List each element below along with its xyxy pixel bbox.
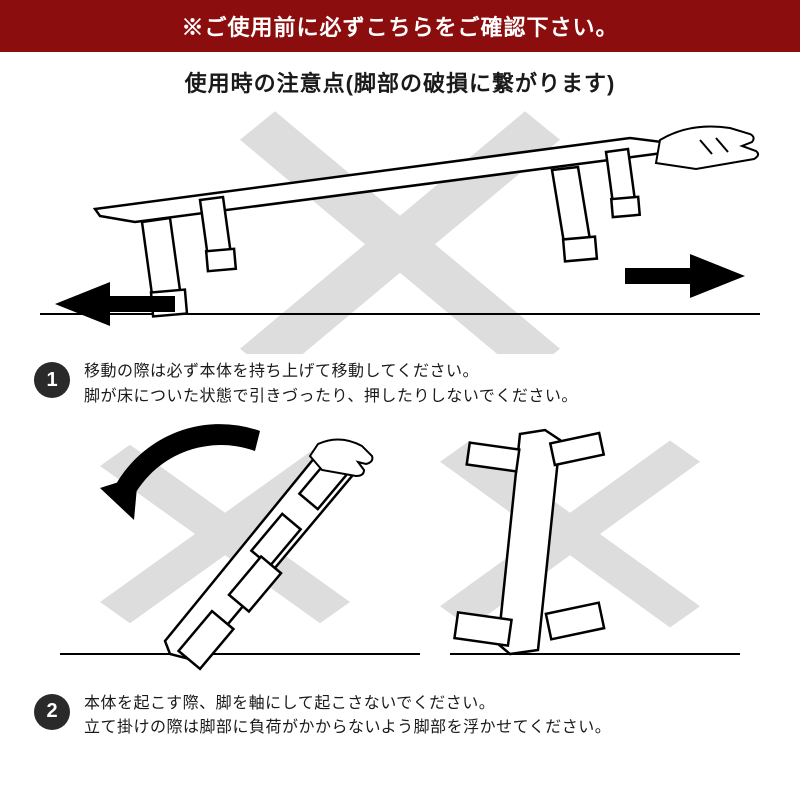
warning-banner: ※ご使用前に必ずこちらをご確認下さい。	[0, 0, 800, 52]
note-1-line1: 移動の際は必ず本体を持ち上げて移動してください。	[84, 360, 758, 385]
badge-1-num: 1	[46, 369, 57, 392]
note-1-line2: 脚が床についた状態で引きづったり、押したりしないでください。	[84, 385, 758, 410]
cross-icon	[440, 440, 700, 627]
note-2-text: 本体を起こす際、脚を軸にして起こさないでください。 立て掛けの際は脚部に負荷がか…	[84, 692, 758, 742]
note-2-line2: 立て掛けの際は脚部に負荷がかからないよう脚部を浮かせてください。	[84, 716, 758, 741]
figure-1	[0, 104, 800, 354]
figure-2	[0, 416, 800, 686]
note-2: 2 本体を起こす際、脚を軸にして起こさないでください。 立て掛けの際は脚部に負荷…	[0, 686, 800, 748]
note-1-text: 移動の際は必ず本体を持ち上げて移動してください。 脚が床についた状態で引きづった…	[84, 360, 758, 410]
cross-icon	[240, 111, 560, 354]
banner-text: ※ご使用前に必ずこちらをご確認下さい。	[181, 15, 618, 40]
arrow-right-icon	[625, 254, 745, 298]
page-title: 使用時の注意点(脚部の破損に繋がります)	[0, 52, 800, 104]
badge-2: 2	[34, 694, 70, 730]
hand-icon	[656, 127, 758, 170]
title-text: 使用時の注意点(脚部の破損に繋がります)	[185, 71, 616, 96]
badge-1: 1	[34, 362, 70, 398]
badge-2-num: 2	[46, 700, 57, 723]
note-1: 1 移動の際は必ず本体を持ち上げて移動してください。 脚が床についた状態で引きづ…	[0, 354, 800, 416]
note-2-line1: 本体を起こす際、脚を軸にして起こさないでください。	[84, 692, 758, 717]
